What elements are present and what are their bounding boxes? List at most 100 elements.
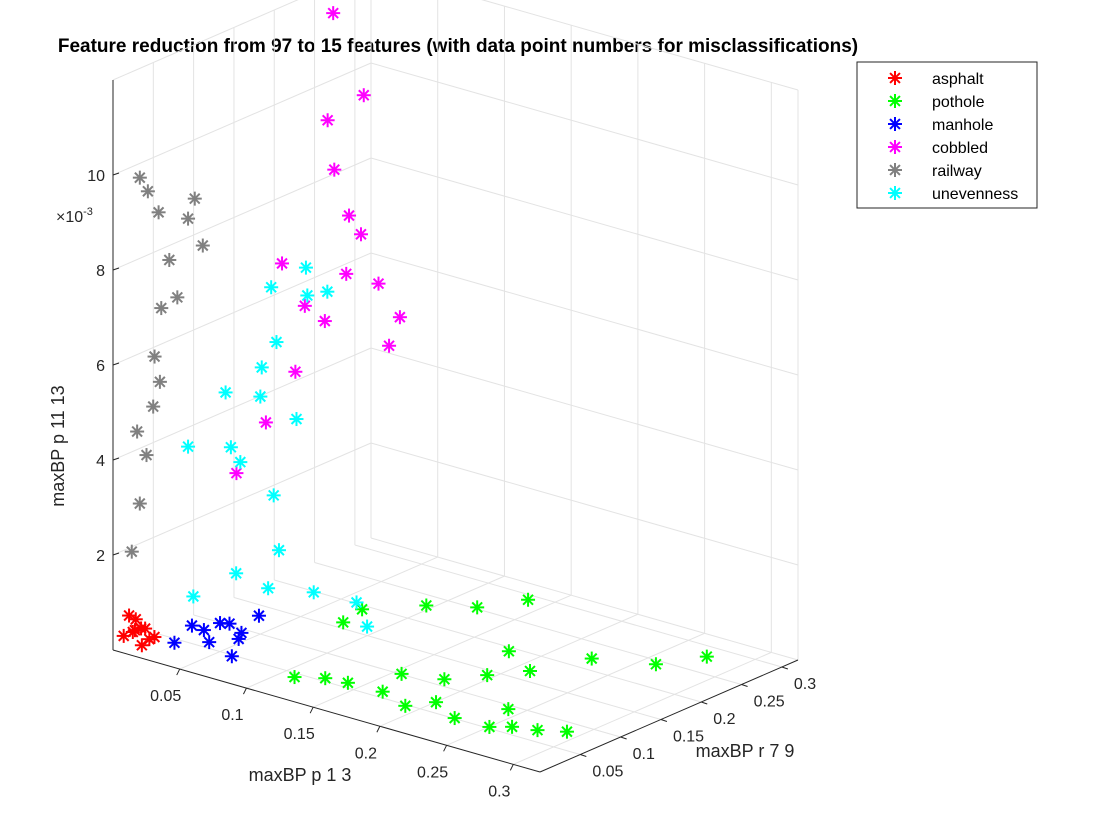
- data-point: [146, 399, 161, 414]
- z-tick-mark: [112, 172, 120, 176]
- legend-item-unevenness[interactable]: unevenness: [888, 186, 1018, 203]
- data-point: [253, 389, 268, 404]
- data-point: [213, 616, 228, 631]
- y-tick-mark: [620, 736, 627, 740]
- data-point: [181, 439, 196, 454]
- data-point: [195, 238, 210, 253]
- data-point: [371, 276, 386, 291]
- legend-item-asphalt[interactable]: asphalt: [888, 71, 984, 88]
- data-point: [482, 719, 497, 734]
- legend-marker: [888, 94, 902, 108]
- y-tick-label: 0.2: [713, 711, 735, 728]
- x-tick-label: 0.1: [221, 707, 243, 724]
- x-tick-mark: [376, 726, 381, 733]
- grid-line: [112, 62, 372, 176]
- data-point: [447, 711, 462, 726]
- data-point: [275, 256, 290, 271]
- data-point: [167, 635, 182, 650]
- z-tick-label: 8: [96, 263, 105, 280]
- z-tick-mark: [112, 552, 120, 556]
- grid-line: [112, 252, 372, 366]
- data-point: [127, 623, 142, 638]
- data-point: [124, 544, 139, 559]
- data-point: [288, 364, 303, 379]
- legend-label: manhole: [932, 117, 993, 134]
- grid-line: [112, 157, 372, 271]
- legend-label: cobbled: [932, 140, 988, 157]
- data-point: [229, 466, 244, 481]
- axes-grid: [112, 0, 799, 765]
- data-point: [254, 360, 269, 375]
- data-point: [229, 566, 244, 581]
- data-point: [480, 668, 495, 683]
- grid-line: [274, 579, 702, 703]
- legend-marker: [888, 117, 902, 131]
- data-point: [271, 543, 286, 558]
- data-point: [202, 635, 217, 650]
- z-tick-label: 6: [96, 358, 105, 375]
- y-tick-label: 0.3: [794, 676, 816, 693]
- data-point: [298, 260, 313, 275]
- data-point: [289, 412, 304, 427]
- grid-line: [312, 594, 572, 708]
- x-axis-line: [112, 649, 541, 773]
- data-point: [162, 252, 177, 267]
- z-tick-label: 10: [87, 168, 105, 185]
- data-point: [287, 670, 302, 685]
- z-exponent-label: ×10-3: [56, 206, 93, 226]
- legend-marker: [888, 71, 902, 85]
- data-point: [318, 671, 333, 686]
- legend-item-cobbled[interactable]: cobbled: [888, 140, 988, 157]
- data-point: [699, 649, 714, 664]
- z-tick-label: 2: [96, 548, 105, 565]
- data-point: [353, 227, 368, 242]
- series-unevenness: [181, 260, 375, 634]
- x-tick-label: 0.25: [417, 764, 448, 781]
- legend-label: asphalt: [932, 71, 984, 88]
- legend-item-pothole[interactable]: pothole: [888, 94, 985, 111]
- data-point: [327, 162, 342, 177]
- grid-line: [446, 632, 705, 746]
- legend-item-railway[interactable]: railway: [888, 163, 982, 180]
- data-point: [234, 625, 249, 640]
- data-point: [134, 638, 149, 653]
- scatter-points: [116, 6, 714, 739]
- data-point: [501, 702, 516, 717]
- x-tick-mark: [443, 745, 448, 752]
- data-point: [382, 338, 397, 353]
- data-point: [269, 335, 284, 350]
- z-tick-mark: [112, 267, 120, 271]
- data-point: [300, 288, 315, 303]
- data-point: [320, 284, 335, 299]
- data-point: [218, 385, 233, 400]
- grid-line: [513, 651, 772, 765]
- box-edge: [112, 0, 299, 81]
- grid-line: [370, 347, 799, 471]
- data-point: [648, 657, 663, 672]
- x-axis-label: maxBP p 1 3: [249, 765, 352, 785]
- data-point: [320, 113, 335, 128]
- data-point: [501, 644, 516, 659]
- legend-marker: [888, 163, 902, 177]
- data-point: [196, 623, 211, 638]
- data-point: [339, 266, 354, 281]
- grid-line: [370, 442, 799, 566]
- y-tick-mark: [781, 666, 789, 670]
- legend-item-manhole[interactable]: manhole: [888, 117, 993, 134]
- data-point: [233, 455, 248, 470]
- data-point: [360, 619, 375, 634]
- data-point: [419, 598, 434, 613]
- y-axis-line: [539, 659, 799, 773]
- y-tick-mark: [701, 701, 708, 705]
- data-point: [224, 649, 239, 664]
- data-point: [349, 595, 364, 610]
- data-point: [505, 719, 520, 734]
- grid-line: [314, 562, 742, 685]
- z-axis-label: maxBP p 11 13: [48, 385, 68, 506]
- data-point: [375, 684, 390, 699]
- series-cobbled: [229, 6, 407, 481]
- legend[interactable]: asphalt pothole manhole cobbled railway uneve…: [856, 61, 1038, 209]
- box-edge: [481, 0, 799, 91]
- legend-marker: [888, 140, 902, 154]
